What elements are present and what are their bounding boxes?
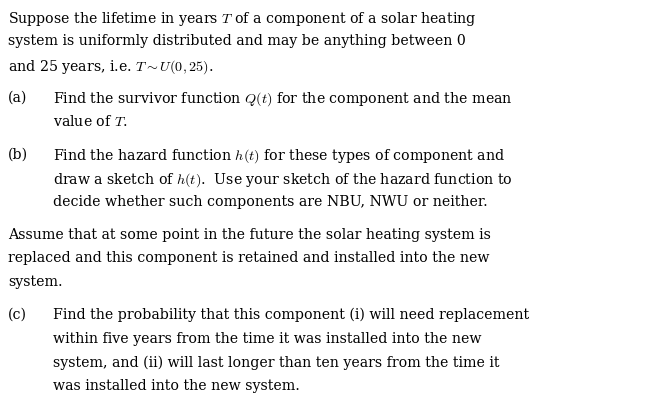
Text: value of $T$.: value of $T$. — [53, 114, 128, 129]
Text: (b): (b) — [8, 147, 28, 161]
Text: was installed into the new system.: was installed into the new system. — [53, 378, 300, 392]
Text: Find the probability that this component (i) will need replacement: Find the probability that this component… — [53, 307, 529, 321]
Text: (a): (a) — [8, 90, 27, 104]
Text: (c): (c) — [8, 307, 26, 321]
Text: system is uniformly distributed and may be anything between 0: system is uniformly distributed and may … — [8, 34, 466, 48]
Text: within five years from the time it was installed into the new: within five years from the time it was i… — [53, 331, 481, 345]
Text: and 25 years, i.e. $T \sim U(0, 25)$.: and 25 years, i.e. $T \sim U(0, 25)$. — [8, 58, 213, 75]
Text: Find the survivor function $Q(t)$ for the component and the mean: Find the survivor function $Q(t)$ for th… — [53, 90, 512, 108]
Text: system.: system. — [8, 274, 63, 288]
Text: Suppose the lifetime in years $T$ of a component of a solar heating: Suppose the lifetime in years $T$ of a c… — [8, 10, 476, 28]
Text: decide whether such components are NBU, NWU or neither.: decide whether such components are NBU, … — [53, 194, 488, 208]
Text: Find the hazard function $h(t)$ for these types of component and: Find the hazard function $h(t)$ for thes… — [53, 147, 505, 164]
Text: Assume that at some point in the future the solar heating system is: Assume that at some point in the future … — [8, 227, 490, 241]
Text: system, and (ii) will last longer than ten years from the time it: system, and (ii) will last longer than t… — [53, 355, 499, 369]
Text: draw a sketch of $h(t)$.  Use your sketch of the hazard function to: draw a sketch of $h(t)$. Use your sketch… — [53, 171, 513, 188]
Text: replaced and this component is retained and installed into the new: replaced and this component is retained … — [8, 251, 489, 265]
